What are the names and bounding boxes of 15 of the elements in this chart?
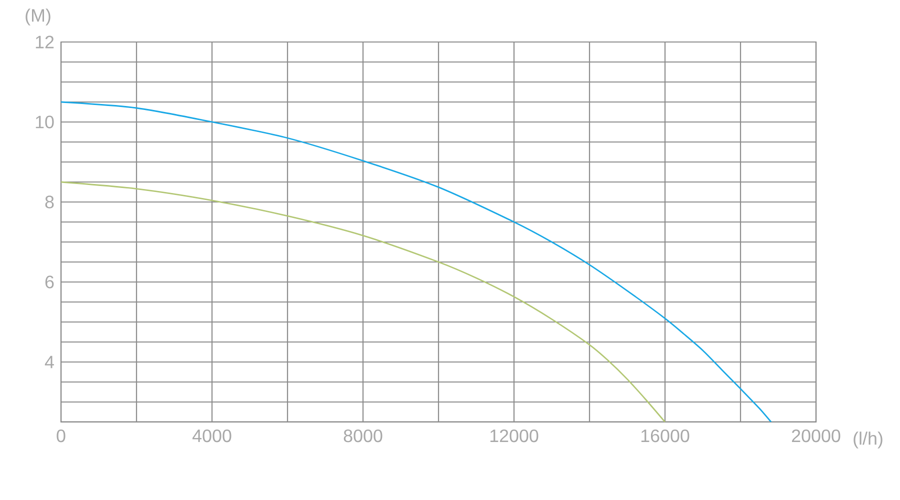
x-tick-label: 0 [56, 429, 66, 442]
y-tick-label: 4 [44, 356, 54, 368]
x-tick-label: 16000 [641, 429, 690, 442]
x-tick-label: 20000 [792, 429, 840, 442]
y-tick-label: 12 [36, 36, 54, 48]
y-tick-label: 8 [45, 196, 54, 208]
x-axis-title: (l/h) [854, 432, 882, 448]
x-tick-label: 8000 [344, 429, 382, 442]
y-tick-label: 10 [36, 116, 54, 128]
x-tick-label: 12000 [490, 429, 538, 442]
line-series [61, 101, 772, 422]
y-axis-title: (M) [26, 8, 50, 26]
y-tick-label: 6 [45, 276, 54, 288]
line-series [61, 181, 666, 422]
x-tick-label: 4000 [192, 429, 232, 442]
